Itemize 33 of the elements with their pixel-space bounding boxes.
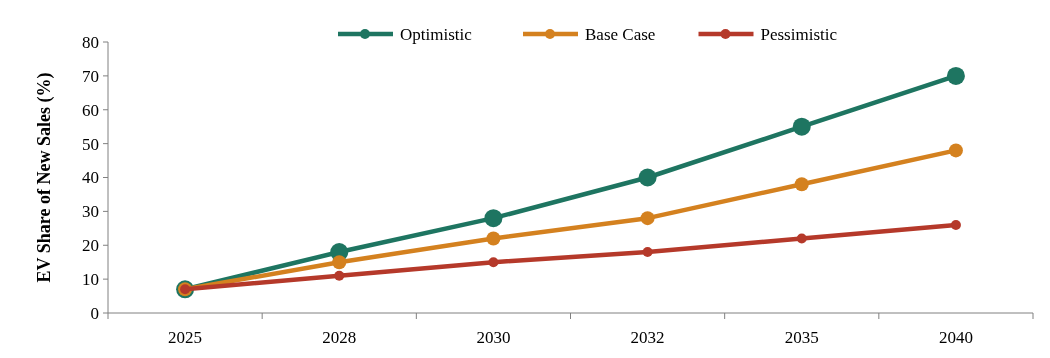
point xyxy=(796,233,807,244)
point xyxy=(640,211,655,226)
point xyxy=(794,177,809,192)
y-tick-label: 30 xyxy=(82,202,99,222)
point xyxy=(638,168,657,187)
point xyxy=(488,257,499,268)
point xyxy=(946,66,965,85)
point xyxy=(948,143,963,158)
point xyxy=(484,209,503,228)
y-tick-label: 0 xyxy=(90,303,99,323)
x-tick-label: 2040 xyxy=(938,328,973,347)
y-tick-label: 50 xyxy=(82,134,99,154)
y-tick-label: 70 xyxy=(82,66,99,86)
legend-label: Optimistic xyxy=(400,25,473,44)
legend-label: Base Case xyxy=(585,25,656,44)
point xyxy=(332,255,347,270)
point xyxy=(334,270,345,281)
x-tick-label: 2025 xyxy=(168,328,203,347)
y-tick-label: 40 xyxy=(82,168,99,188)
y-tick-label: 20 xyxy=(82,236,99,256)
point xyxy=(792,117,811,136)
point xyxy=(642,247,653,258)
y-tick-label: 60 xyxy=(82,100,99,120)
point xyxy=(950,219,961,230)
legend-label: Pessimistic xyxy=(760,25,838,44)
x-tick-label: 2030 xyxy=(476,328,511,347)
x-tick-label: 2028 xyxy=(322,328,357,347)
y-axis-title: EV Share of New Sales (%) xyxy=(34,72,55,283)
x-tick-label: 2032 xyxy=(630,328,665,347)
y-tick-label: 80 xyxy=(82,32,99,52)
y-tick-label: 10 xyxy=(82,270,99,290)
point xyxy=(486,231,501,246)
x-tick-label: 2035 xyxy=(784,328,819,347)
